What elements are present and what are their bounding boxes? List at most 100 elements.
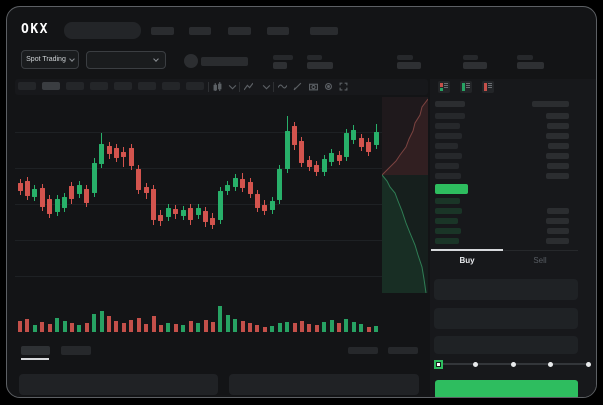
volume-bar bbox=[374, 326, 379, 332]
bid-row-price[interactable] bbox=[435, 238, 459, 244]
ask-row-price[interactable] bbox=[435, 153, 462, 159]
pair-selector[interactable] bbox=[86, 51, 166, 69]
ask-row-amount[interactable] bbox=[548, 143, 569, 149]
candle-body bbox=[136, 169, 142, 190]
last-price-badge bbox=[435, 184, 468, 194]
timeframe-button-2[interactable] bbox=[66, 82, 84, 90]
volume-bar bbox=[188, 321, 193, 332]
book-asks-icon[interactable] bbox=[482, 81, 494, 93]
slider-stop-3[interactable] bbox=[548, 361, 553, 367]
ask-row-price[interactable] bbox=[435, 123, 460, 129]
toolbar-divider bbox=[273, 82, 274, 92]
volume-bar bbox=[233, 319, 238, 332]
timeframe-button-5[interactable] bbox=[138, 82, 156, 90]
bid-row-amount[interactable] bbox=[547, 228, 569, 234]
candle-type-icon[interactable] bbox=[213, 82, 222, 91]
bid-row-amount[interactable] bbox=[546, 218, 569, 224]
volume-bar bbox=[307, 324, 312, 332]
slider-stop-4[interactable] bbox=[585, 361, 591, 367]
volume-bar bbox=[366, 327, 371, 332]
ask-row-amount[interactable] bbox=[547, 163, 569, 169]
stat-value-0 bbox=[273, 62, 287, 69]
candle-body bbox=[32, 189, 38, 197]
ask-row-amount[interactable] bbox=[546, 113, 569, 119]
nav-item-2[interactable] bbox=[228, 27, 251, 35]
tab-sell[interactable]: Sell bbox=[533, 256, 547, 265]
market-type-selector[interactable]: Spot Trading bbox=[21, 50, 79, 69]
book-bids-icon[interactable] bbox=[460, 81, 472, 93]
candle-body bbox=[17, 183, 23, 191]
tabs-divider bbox=[431, 250, 578, 251]
timeframe-button-7[interactable] bbox=[186, 82, 204, 90]
footer-control-1[interactable] bbox=[388, 347, 418, 354]
market-type-label: Spot Trading bbox=[26, 56, 66, 63]
nav-item-0[interactable] bbox=[151, 27, 174, 35]
nav-item-1[interactable] bbox=[189, 27, 211, 35]
camera-icon[interactable] bbox=[309, 82, 318, 91]
candle-body bbox=[84, 189, 90, 203]
ask-row-price[interactable] bbox=[435, 143, 458, 149]
order-input-1[interactable] bbox=[434, 308, 578, 329]
ask-row-amount[interactable] bbox=[547, 123, 569, 129]
ask-row-amount[interactable] bbox=[546, 153, 569, 159]
ask-row-amount[interactable] bbox=[546, 133, 569, 139]
search-input[interactable] bbox=[64, 22, 141, 39]
ask-row-amount[interactable] bbox=[546, 173, 569, 179]
bid-row-amount[interactable] bbox=[546, 238, 569, 244]
nav-item-4[interactable] bbox=[310, 27, 338, 35]
candle-body bbox=[69, 186, 75, 199]
tab-buy[interactable]: Buy bbox=[459, 256, 475, 265]
candle-body bbox=[173, 209, 179, 214]
candle-body bbox=[358, 138, 364, 147]
footer-tab-1[interactable] bbox=[61, 346, 91, 355]
candle-body bbox=[269, 201, 275, 210]
gridline-1 bbox=[15, 168, 382, 169]
ask-row-price[interactable] bbox=[435, 133, 462, 139]
volume-bar bbox=[359, 324, 364, 332]
bid-row-price[interactable] bbox=[435, 208, 462, 214]
volume-bar bbox=[99, 311, 104, 332]
fullscreen-icon[interactable] bbox=[339, 82, 348, 91]
ask-row-price[interactable] bbox=[435, 163, 459, 169]
candle-body bbox=[262, 205, 268, 211]
timeframe-button-1[interactable] bbox=[42, 82, 60, 90]
volume-bar bbox=[151, 316, 156, 332]
candle-body bbox=[284, 131, 290, 169]
bid-row-price[interactable] bbox=[435, 218, 458, 224]
candle-body bbox=[180, 210, 186, 216]
candle-body bbox=[195, 208, 201, 215]
nav-item-3[interactable] bbox=[267, 27, 289, 35]
active-tab-underline bbox=[431, 249, 503, 251]
timeframe-button-4[interactable] bbox=[114, 82, 132, 90]
chevron-down-icon[interactable] bbox=[262, 82, 271, 91]
coin-avatar[interactable] bbox=[184, 54, 198, 68]
slider-stop-1[interactable] bbox=[473, 361, 478, 367]
candle-body bbox=[329, 153, 335, 162]
bid-row-amount[interactable] bbox=[547, 208, 569, 214]
timeframe-button-3[interactable] bbox=[90, 82, 108, 90]
order-input-2[interactable] bbox=[434, 336, 578, 354]
order-input-0[interactable] bbox=[434, 279, 578, 300]
footer-tab-0[interactable] bbox=[21, 346, 50, 355]
candle-body bbox=[306, 160, 312, 167]
volume-bar bbox=[158, 325, 163, 332]
bid-row-price[interactable] bbox=[435, 228, 461, 234]
line-tool-icon[interactable] bbox=[278, 82, 287, 91]
footer-control-0[interactable] bbox=[348, 347, 378, 354]
bid-row-price[interactable] bbox=[435, 198, 460, 204]
chevron-down-icon[interactable] bbox=[228, 82, 237, 91]
ask-row-price[interactable] bbox=[435, 173, 461, 179]
ask-row-price[interactable] bbox=[435, 113, 465, 119]
amount-slider-handle[interactable] bbox=[434, 360, 443, 369]
settings-icon[interactable] bbox=[324, 82, 333, 91]
timeframe-button-6[interactable] bbox=[162, 82, 180, 90]
depth-chart bbox=[382, 97, 428, 293]
slider-stop-2[interactable] bbox=[510, 361, 516, 367]
volume-bar bbox=[129, 320, 134, 332]
stat-label-0 bbox=[273, 55, 293, 60]
book-combined-icon[interactable] bbox=[438, 81, 450, 93]
timeframe-button-0[interactable] bbox=[18, 82, 36, 90]
indicators-icon[interactable] bbox=[244, 82, 253, 91]
buy-submit-button[interactable] bbox=[435, 380, 578, 397]
draw-icon[interactable] bbox=[293, 82, 302, 91]
